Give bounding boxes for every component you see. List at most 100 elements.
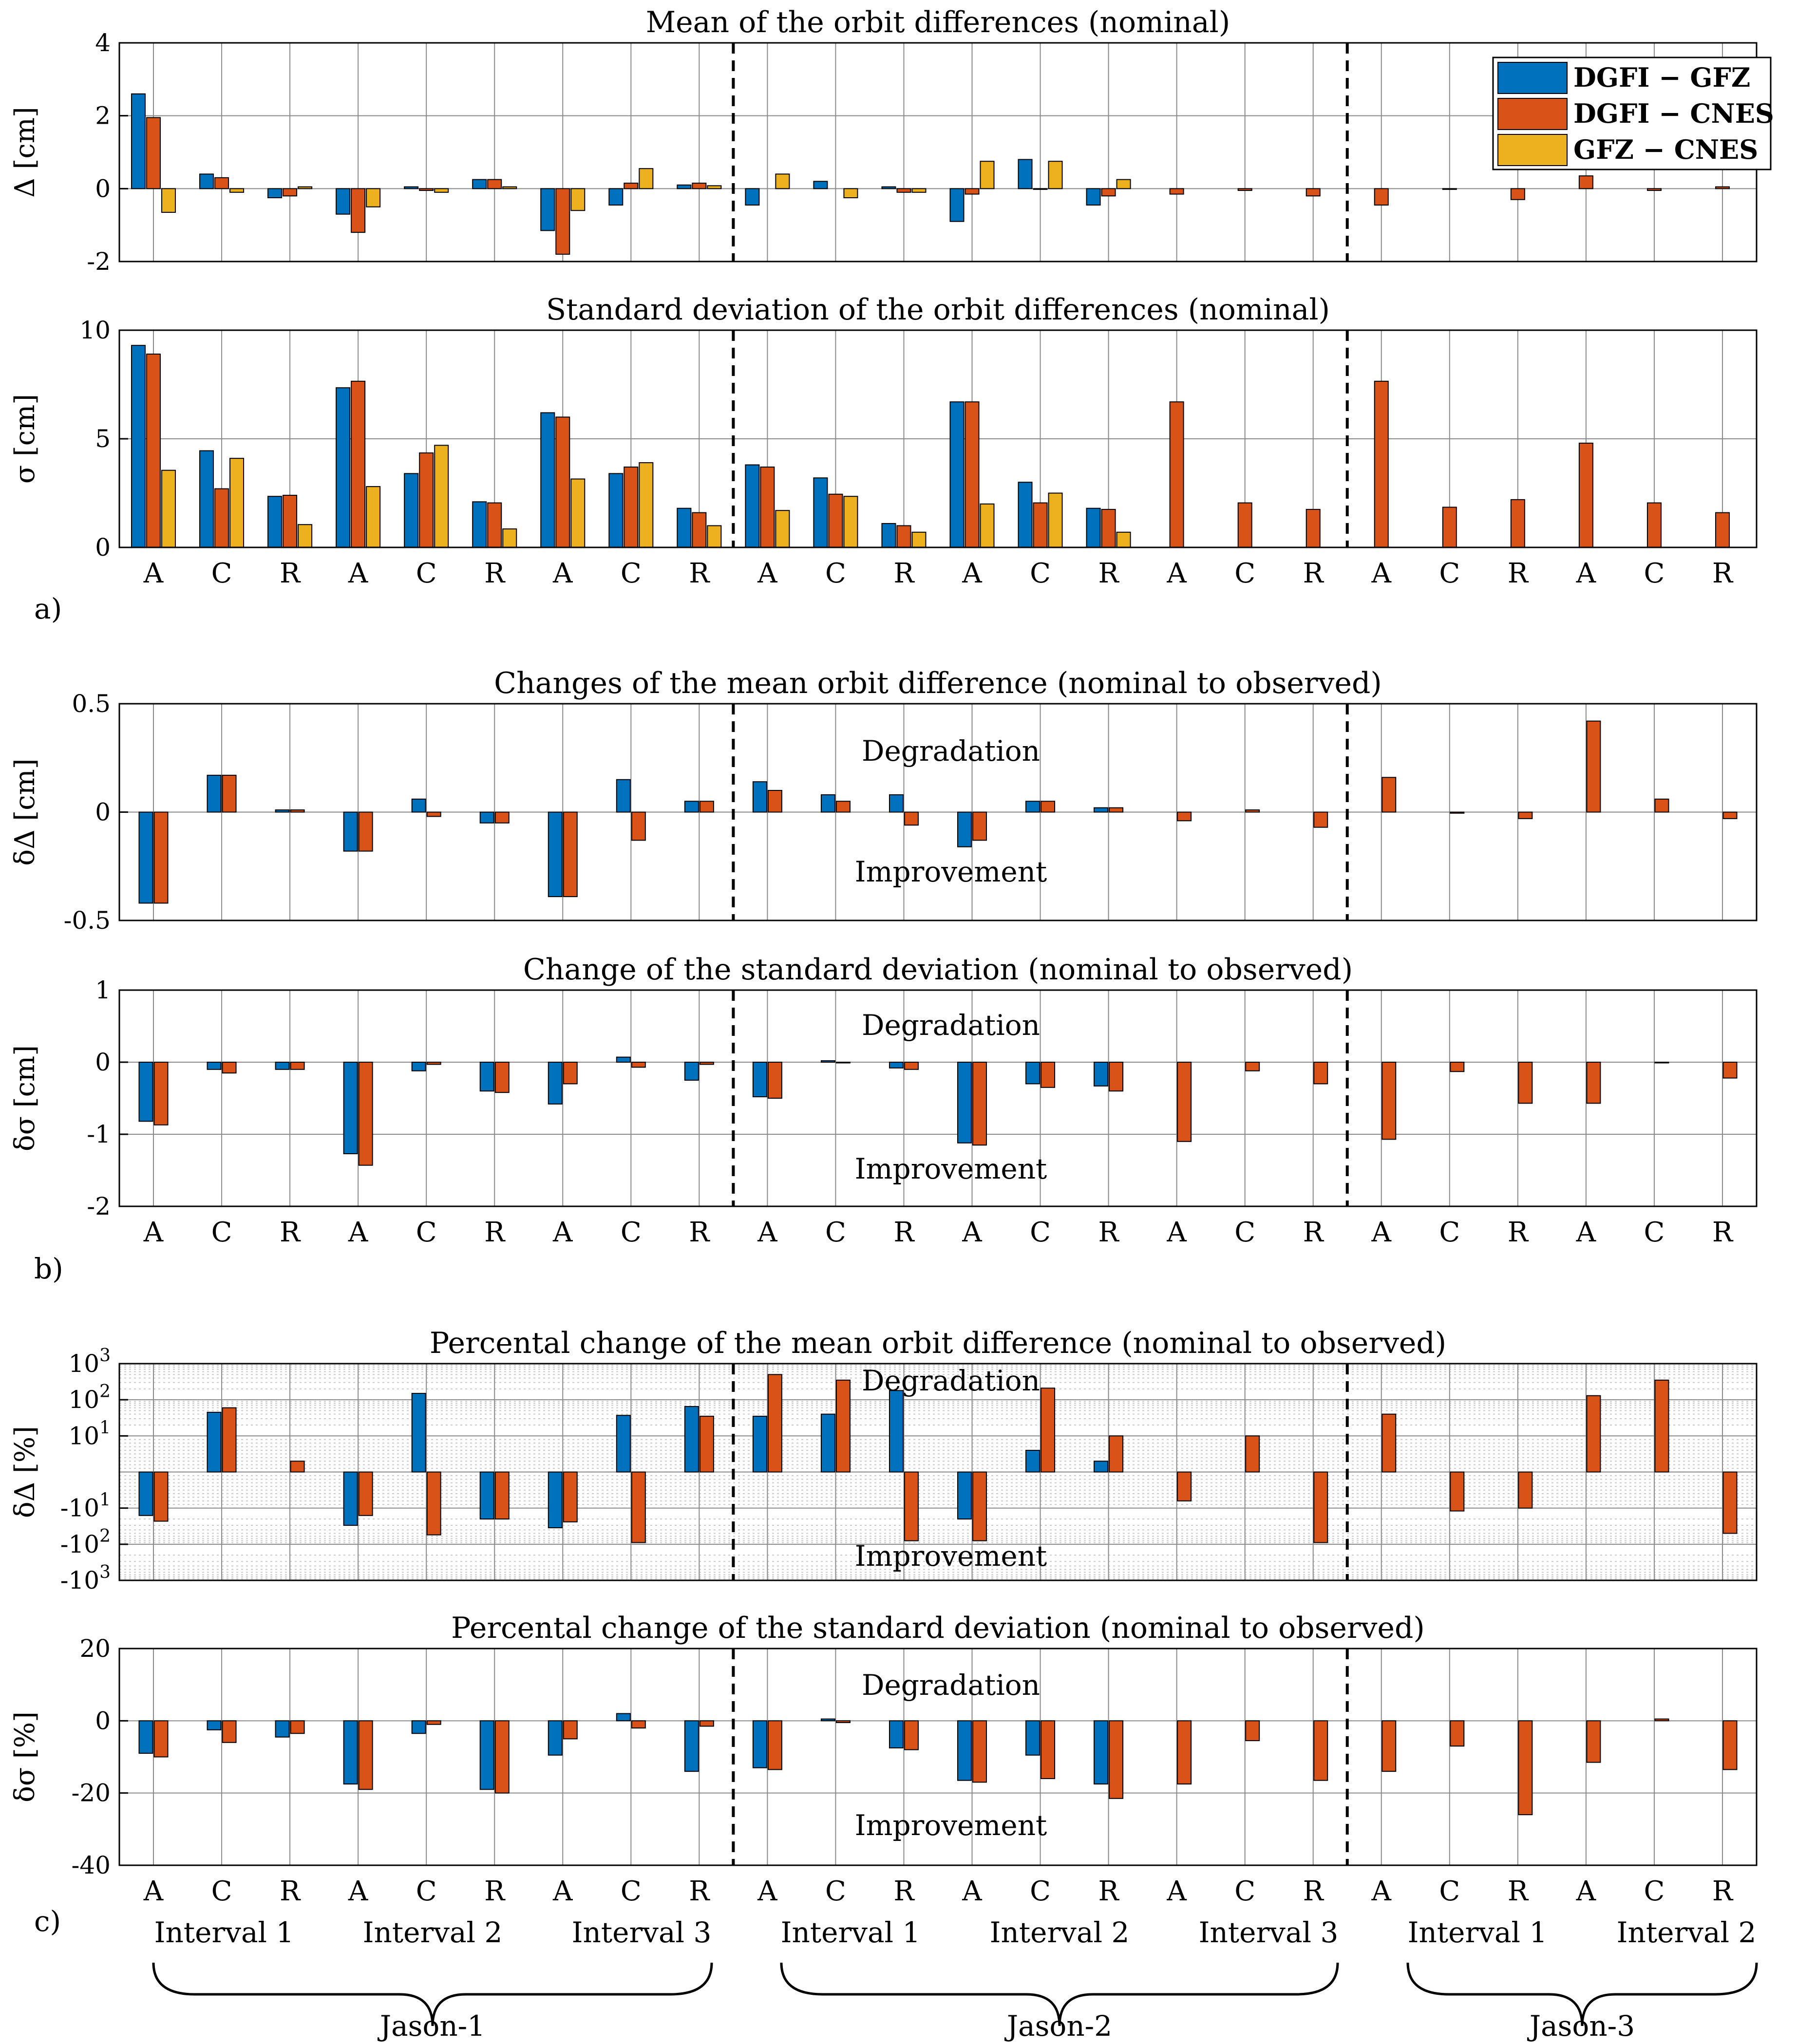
x-tick-label: R — [1508, 1217, 1529, 1248]
bar — [1442, 506, 1457, 548]
bar — [835, 1379, 851, 1473]
bar — [1510, 499, 1525, 548]
bar — [555, 188, 570, 255]
bar — [404, 186, 419, 189]
x-tick-label: C — [1439, 1875, 1460, 1907]
bar — [479, 1062, 494, 1092]
bar — [1040, 801, 1056, 813]
brace-jason-2 — [780, 1962, 1339, 2026]
x-tick-label: C — [1030, 1217, 1051, 1248]
bar — [889, 1062, 904, 1069]
bar — [1450, 1471, 1465, 1512]
bar — [290, 1720, 305, 1734]
x-tick-label: C — [416, 1875, 437, 1907]
bar — [426, 811, 441, 817]
bar — [275, 1062, 290, 1070]
bar — [775, 510, 790, 548]
bar — [624, 466, 639, 548]
x-tick-label: A — [1371, 1217, 1392, 1248]
improvement-label: Improvement — [855, 1539, 1047, 1573]
mission-braces — [152, 1962, 1758, 2026]
y-tick-label: 0 — [95, 533, 111, 562]
x-tick-label: A — [962, 1217, 982, 1248]
bar — [494, 1062, 510, 1093]
bar — [358, 811, 373, 852]
bar — [980, 161, 995, 189]
bar — [1578, 175, 1593, 189]
bar — [1518, 1062, 1533, 1104]
bar — [426, 1062, 441, 1065]
bar — [1245, 1062, 1260, 1071]
bar — [1654, 1379, 1669, 1473]
bar — [608, 473, 624, 548]
bar — [957, 1471, 972, 1519]
bar — [813, 181, 828, 189]
bar — [1313, 1062, 1328, 1085]
bar — [889, 1390, 904, 1473]
bar — [146, 354, 161, 548]
bar — [904, 1062, 919, 1070]
plot-area — [119, 43, 1757, 262]
bar — [214, 177, 229, 189]
bar — [138, 1062, 153, 1122]
mission-label-jason-3: Jason-3 — [1527, 2009, 1635, 2043]
axes-frame — [118, 989, 1758, 1207]
bar — [229, 188, 245, 193]
bar — [283, 494, 298, 548]
bar — [889, 794, 904, 813]
interval-label: Interval 2 — [363, 1916, 503, 1949]
bar — [896, 188, 911, 193]
plot-area — [119, 990, 1757, 1206]
chart-panel: -0.5 0 0.5 δΔ [cm] Changes of the mean orbit… — [9, 666, 1758, 935]
bar — [1177, 811, 1192, 822]
bar — [631, 811, 646, 841]
bar — [502, 186, 517, 189]
x-tick-label: R — [1098, 1217, 1120, 1248]
bar — [980, 503, 995, 548]
bar — [434, 188, 449, 193]
bar — [1101, 508, 1116, 548]
bar — [472, 179, 487, 189]
bar — [298, 186, 313, 189]
bar — [1086, 188, 1101, 206]
bar — [1654, 798, 1669, 813]
bar — [214, 488, 229, 548]
bar — [1586, 1720, 1601, 1763]
bar — [411, 1393, 426, 1473]
bar — [222, 774, 237, 813]
chart-panel: -40 -20 0 20 δσ [%] Percental change of the s… — [9, 1611, 1758, 1907]
x-tick-label: A — [757, 1217, 777, 1248]
bar — [631, 1720, 646, 1729]
x-tick-label: A — [1576, 558, 1596, 589]
bar — [707, 185, 722, 189]
bar — [745, 188, 760, 206]
bar — [1116, 531, 1131, 548]
x-tick-label: A — [143, 1217, 164, 1248]
bar — [616, 779, 631, 813]
bar — [1245, 1720, 1260, 1742]
y-axis-label: Δ [cm] — [9, 107, 41, 197]
bar — [677, 507, 692, 548]
bar — [487, 502, 502, 548]
x-tick-label: C — [1439, 558, 1460, 589]
x-tick-label: C — [211, 558, 232, 589]
x-tick-label: A — [757, 1875, 777, 1907]
bar — [699, 801, 714, 813]
bar — [479, 1720, 494, 1790]
x-tick-label: R — [1303, 1217, 1324, 1248]
bar — [146, 117, 161, 189]
bar — [752, 1720, 767, 1768]
y-tick-label: -40 — [71, 1851, 111, 1879]
bar — [1177, 1471, 1192, 1501]
panel-tag-c: c) — [34, 1905, 61, 1938]
x-tick-label: R — [893, 1875, 915, 1907]
y-tick-exponent: 1 — [99, 1418, 111, 1438]
chart-title: Standard deviation of the orbit differen… — [546, 293, 1330, 327]
bar — [207, 1720, 222, 1730]
x-tick-label: R — [1508, 558, 1529, 589]
bar — [677, 184, 692, 189]
bar — [1374, 188, 1389, 206]
bar — [1381, 1720, 1397, 1772]
x-tick-label: A — [757, 558, 777, 589]
bar — [487, 179, 502, 189]
